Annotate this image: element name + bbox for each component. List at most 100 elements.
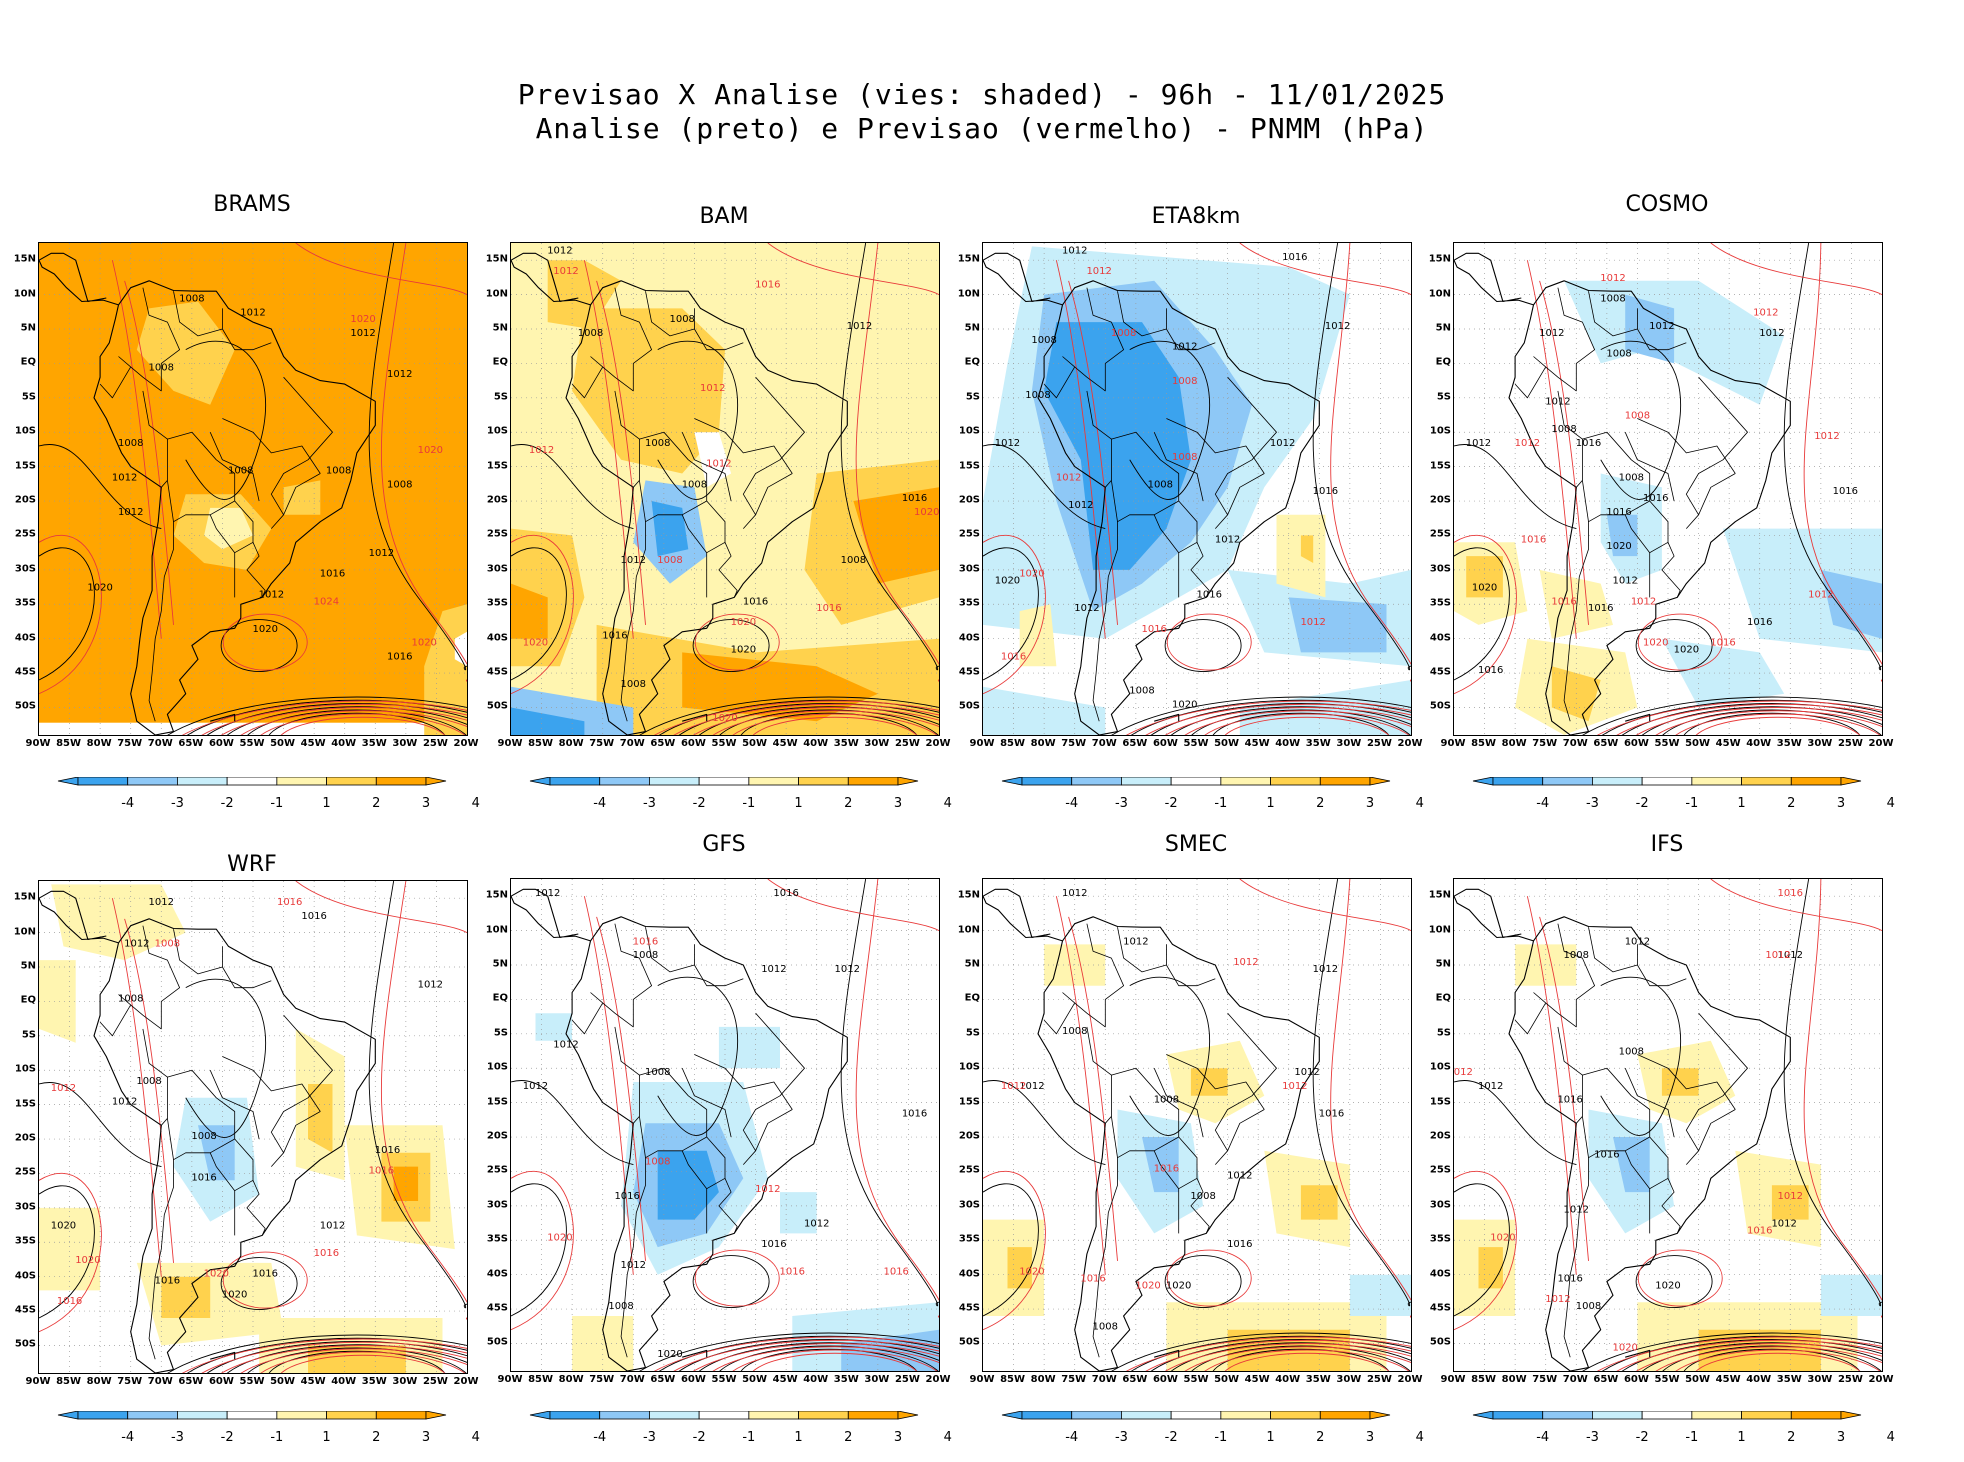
analysis-isobar bbox=[1641, 706, 1882, 735]
analysis-contour-label: 1008 bbox=[608, 1301, 633, 1312]
forecast-isobar bbox=[694, 1249, 780, 1307]
forecast-isobar bbox=[855, 243, 939, 682]
colorbar-low-arrow bbox=[1001, 1411, 1023, 1420]
country-border bbox=[718, 1178, 738, 1234]
falklands-coast bbox=[682, 1349, 708, 1358]
colorbar-tick-label: 3 bbox=[893, 1430, 903, 1445]
colorbar-high-arrow bbox=[1369, 777, 1391, 786]
pressure-contours bbox=[983, 243, 1411, 735]
bias-area bbox=[1044, 322, 1191, 570]
bias-colorbar: -4 -3 -2 -1 1 2 3 4 bbox=[510, 777, 952, 821]
country-border bbox=[270, 1014, 333, 1154]
country-border bbox=[1214, 1012, 1277, 1152]
longitude-tick-label: 20W bbox=[1397, 738, 1423, 749]
longitude-axis: 90W 85W 80W 75W 70W 65W 60W 55W 50W 45W 40W 35W 30W 2… bbox=[970, 738, 1423, 752]
colorbar-swatch bbox=[649, 1411, 700, 1420]
map-frame: 1008 1012 1012 1012 1008 1008 1012 1008 1008 1008… bbox=[38, 242, 468, 736]
longitude-tick-label: 90W bbox=[969, 738, 995, 749]
longitude-tick-label: 75W bbox=[1532, 738, 1558, 749]
analysis-contour-label: 1016 bbox=[1313, 486, 1338, 497]
latitude-tick-label: 50S bbox=[486, 700, 508, 712]
analysis-isobar bbox=[1641, 1342, 1882, 1371]
longitude-tick-label: 25W bbox=[422, 738, 448, 749]
analysis-isobar bbox=[1191, 709, 1411, 735]
colorbar-tick-label: -3 bbox=[1585, 1430, 1599, 1445]
forecast-contour-label: 1016 bbox=[883, 1267, 908, 1278]
analysis-isobar bbox=[206, 703, 467, 735]
latitude-tick-label: 15N bbox=[485, 253, 508, 265]
colorbar-low-arrow bbox=[57, 777, 79, 786]
colorbar-swatch bbox=[1641, 777, 1693, 786]
forecast-isobar bbox=[295, 881, 467, 934]
analysis-isobar bbox=[692, 619, 770, 672]
analysis-contour-label: 1020 bbox=[222, 1289, 247, 1300]
latitude-tick-label: 40S bbox=[486, 1268, 508, 1280]
colorbar-tick-label: -1 bbox=[742, 796, 756, 811]
latitude-tick-label: 15S bbox=[1429, 460, 1451, 472]
bias-area bbox=[136, 301, 235, 405]
analysis-contour-label: 1016 bbox=[614, 1191, 639, 1202]
analysis-contour-label: 1008 bbox=[1606, 349, 1631, 360]
latitude-tick-label: 25S bbox=[14, 528, 36, 540]
country-border bbox=[1514, 1002, 1547, 1035]
south-america-coast bbox=[565, 916, 848, 1371]
analysis-contour-label: 1012 bbox=[1564, 1205, 1589, 1216]
longitude-tick-label: 70W bbox=[1091, 1374, 1117, 1385]
analysis-contour-label: 1016 bbox=[1557, 1274, 1582, 1285]
longitude-tick-label: 60W bbox=[208, 1376, 234, 1387]
analysis-contour-label: 1016 bbox=[1594, 1150, 1619, 1161]
analysis-isobar bbox=[1662, 709, 1882, 735]
bias-map: 1012 1016 1008 1012 1012 1008 1012 1012 1008 1012… bbox=[983, 243, 1411, 735]
analysis-contour-label: 1020 bbox=[1655, 1280, 1680, 1291]
bias-shading bbox=[39, 884, 455, 1373]
longitude-axis: 90W 85W 80W 75W 70W 65W 60W 55W 50W 45W 40W 35W 30W 2… bbox=[1441, 1374, 1894, 1388]
longitude-tick-label: 70W bbox=[147, 738, 173, 749]
forecast-contour-label: 1012 bbox=[1056, 472, 1081, 483]
forecast-isobar bbox=[712, 710, 939, 735]
longitude-tick-label: 30W bbox=[1336, 1374, 1362, 1385]
latitude-tick-label: 45S bbox=[486, 1302, 508, 1314]
analysis-contour-label: 1008 bbox=[1619, 472, 1644, 483]
forecast-isobar bbox=[1204, 1349, 1410, 1371]
latitude-tick-label: 15N bbox=[1428, 889, 1451, 901]
latitude-tick-label: 15S bbox=[958, 460, 980, 472]
longitude-tick-label: 35W bbox=[833, 738, 859, 749]
colorbar-swatch bbox=[748, 1411, 799, 1420]
country-border bbox=[1661, 542, 1681, 598]
country-border bbox=[148, 1159, 174, 1360]
analysis-isobar bbox=[657, 976, 739, 1136]
bias-area bbox=[1478, 1247, 1503, 1289]
coastlines bbox=[1454, 888, 1791, 1371]
colorbar-high-arrow bbox=[897, 777, 919, 786]
colorbar-high-arrow bbox=[425, 1411, 447, 1420]
colorbar-swatch bbox=[77, 1411, 129, 1420]
country-border bbox=[1624, 1136, 1669, 1190]
analysis-isobar bbox=[658, 699, 939, 735]
bias-colorbar: -4 -3 -2 -1 1 2 3 4 bbox=[1453, 1411, 1895, 1455]
latitude-tick-label: 50S bbox=[14, 700, 36, 712]
country-border bbox=[1215, 1109, 1265, 1165]
bias-area bbox=[535, 1013, 573, 1041]
forecast-isobar bbox=[1710, 243, 1882, 296]
coastlines bbox=[39, 252, 376, 735]
latitude-tick-label: 50S bbox=[958, 700, 980, 712]
forecast-isobar bbox=[732, 1349, 938, 1371]
latitude-tick-label: 30S bbox=[1429, 563, 1451, 575]
country-border bbox=[148, 521, 174, 722]
analysis-isobar bbox=[226, 706, 467, 735]
falklands-coast bbox=[1154, 1349, 1180, 1358]
latitude-tick-label: 40S bbox=[958, 1268, 980, 1280]
analysis-isobar bbox=[247, 709, 467, 735]
latitude-axis: 15N 10N 5N EQ 5S 10S 15S 20S 25S 30S 35S 40S 45S 50S bbox=[0, 880, 36, 1372]
analysis-contour-label: 1012 bbox=[553, 1040, 578, 1051]
falklands-coast bbox=[210, 1351, 236, 1360]
colorbar-high-arrow bbox=[425, 777, 447, 786]
colorbar-tick-label: -1 bbox=[1685, 796, 1699, 811]
forecast-contour-label: 1016 bbox=[1001, 651, 1026, 662]
latitude-tick-label: EQ bbox=[1435, 992, 1451, 1004]
colorbar-swatch bbox=[1691, 777, 1742, 786]
latitude-tick-label: 10N bbox=[13, 288, 36, 300]
map-frame: 1008 1012 1012 1012 1008 1012 1008 1016 1012 1008… bbox=[1453, 242, 1883, 736]
pressure-contours bbox=[511, 879, 939, 1371]
latitude-tick-label: 5S bbox=[965, 391, 980, 403]
